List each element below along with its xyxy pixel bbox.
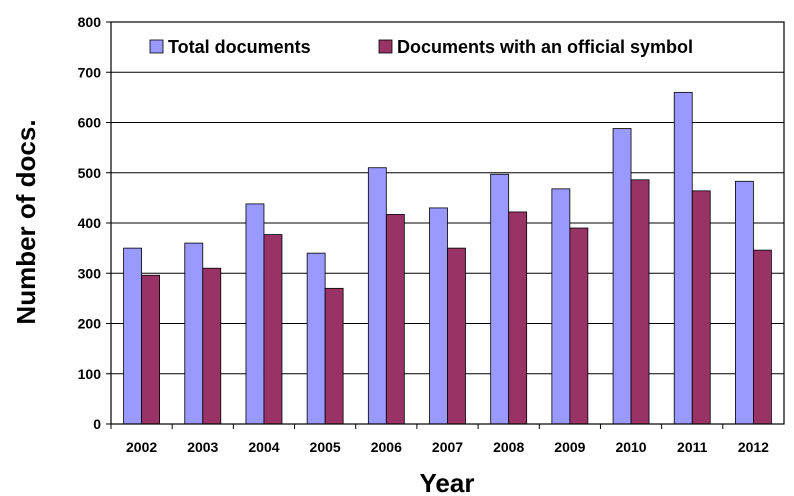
x-tick-label: 2012 — [738, 439, 769, 455]
legend-label-total-documents: Total documents — [168, 37, 311, 57]
y-tick-label: 500 — [78, 165, 102, 181]
bar-official-symbol — [141, 274, 160, 425]
bar-official-symbol — [447, 247, 466, 425]
bar-total-documents — [429, 207, 448, 425]
x-tick-label: 2004 — [248, 439, 279, 455]
legend-swatch-total-documents — [149, 39, 164, 54]
bar-official-symbol — [385, 214, 405, 425]
x-tick-label: 2009 — [554, 439, 585, 455]
y-tick-labels: 0 100 200 300 400 500 600 700 800 — [78, 14, 102, 432]
bar-total-documents — [306, 252, 326, 425]
bar-total-documents — [367, 167, 387, 425]
y-tick-label: 800 — [78, 14, 102, 30]
x-tick-label: 2005 — [310, 439, 341, 455]
y-axis-title: Number of docs. — [11, 119, 41, 324]
y-tick-label: 600 — [78, 115, 102, 131]
bar-official-symbol — [324, 287, 344, 425]
bar-official-symbol — [691, 190, 711, 425]
bar-total-documents — [551, 188, 571, 425]
bar-total-documents — [612, 128, 632, 425]
x-tick-label: 2011 — [677, 439, 708, 455]
bars — [123, 91, 772, 425]
legend: Total documents Documents with an offici… — [149, 37, 693, 57]
bar-official-symbol — [630, 179, 650, 425]
x-tick-label: 2003 — [187, 439, 218, 455]
bar-official-symbol — [569, 227, 589, 425]
bar-total-documents — [490, 173, 510, 425]
x-tick-label: 2007 — [432, 439, 463, 455]
x-tick-label: 2008 — [493, 439, 524, 455]
legend-label-official-symbol: Documents with an official symbol — [397, 37, 693, 57]
y-tick-label: 300 — [78, 265, 102, 281]
x-tick-label: 2002 — [126, 439, 157, 455]
bar-total-documents — [673, 91, 693, 425]
legend-swatch-official-symbol — [378, 39, 393, 54]
bar-official-symbol — [753, 249, 772, 425]
y-tick-label: 700 — [78, 64, 102, 80]
bar-total-documents — [735, 180, 754, 425]
bar-official-symbol — [508, 211, 528, 425]
bar-total-documents — [245, 203, 265, 425]
bar-official-symbol — [202, 267, 222, 425]
y-tick-label: 0 — [93, 416, 101, 432]
bar-official-symbol — [263, 234, 283, 425]
y-tick-label: 200 — [78, 316, 102, 332]
plot-frame — [110, 21, 785, 425]
y-tick-label: 100 — [78, 366, 102, 382]
bar-total-documents — [123, 247, 142, 425]
x-tick-labels: 2002 2003 2004 2005 2006 2007 2008 2009 2010 2011… — [110, 424, 769, 455]
x-axis-title: Year — [420, 468, 475, 496]
y-tick-label: 400 — [78, 215, 102, 231]
x-tick-label: 2010 — [615, 439, 646, 455]
bar-total-documents — [184, 242, 204, 425]
x-tick-label: 2006 — [371, 439, 402, 455]
